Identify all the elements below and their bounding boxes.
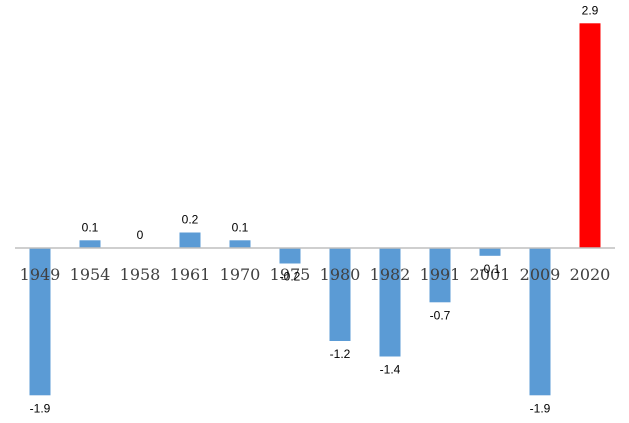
bar-1982 xyxy=(379,248,401,357)
value-label-1954: 0.1 xyxy=(82,220,99,234)
category-label-1982: 1982 xyxy=(370,265,411,284)
category-label-1958: 1958 xyxy=(120,265,161,284)
bar-2009 xyxy=(529,248,551,396)
bar-1949 xyxy=(29,248,51,396)
value-label-2009: -1.9 xyxy=(530,401,551,415)
bar-1980 xyxy=(329,248,351,341)
bar-1991 xyxy=(429,248,451,303)
category-label-1975: 1975 xyxy=(270,265,311,284)
value-label-2001: -0.1 xyxy=(480,262,501,276)
category-label-2001: 2001 xyxy=(470,265,511,284)
value-label-1949: -1.9 xyxy=(30,401,51,415)
bar-1975 xyxy=(279,248,301,264)
bar-1961 xyxy=(179,232,201,248)
value-label-1980: -1.2 xyxy=(330,347,351,361)
bar-1954 xyxy=(79,240,101,249)
category-labels-group: 1949 1954 1958 1961 1970 1975 1980 1982 1991 2001… xyxy=(20,265,611,284)
category-label-1970: 1970 xyxy=(220,265,261,284)
category-label-1980: 1980 xyxy=(320,265,361,284)
value-labels-group: -1.9 0.1 0 0.2 0.1 -0.2 -1.2 -1.4 -0.7 -0.1 -1.9 2.… xyxy=(30,3,599,415)
category-label-1949: 1949 xyxy=(20,265,61,284)
bar-2001 xyxy=(479,248,501,256)
category-label-2009: 2009 xyxy=(520,265,561,284)
bars-group xyxy=(29,23,601,396)
bar-1970 xyxy=(229,240,251,249)
bar-2020 xyxy=(579,23,601,249)
value-label-1975: -0.2 xyxy=(280,270,301,284)
category-label-2020: 2020 xyxy=(570,265,611,284)
value-label-1961: 0.2 xyxy=(182,213,199,227)
category-label-1954: 1954 xyxy=(70,265,111,284)
value-label-1991: -0.7 xyxy=(430,308,451,322)
value-label-1970: 0.1 xyxy=(232,220,249,234)
category-label-1961: 1961 xyxy=(170,265,211,284)
value-label-1982: -1.4 xyxy=(380,363,401,377)
value-label-2020: 2.9 xyxy=(582,3,599,17)
category-label-1991: 1991 xyxy=(420,265,461,284)
value-label-1958: 0 xyxy=(137,228,144,242)
